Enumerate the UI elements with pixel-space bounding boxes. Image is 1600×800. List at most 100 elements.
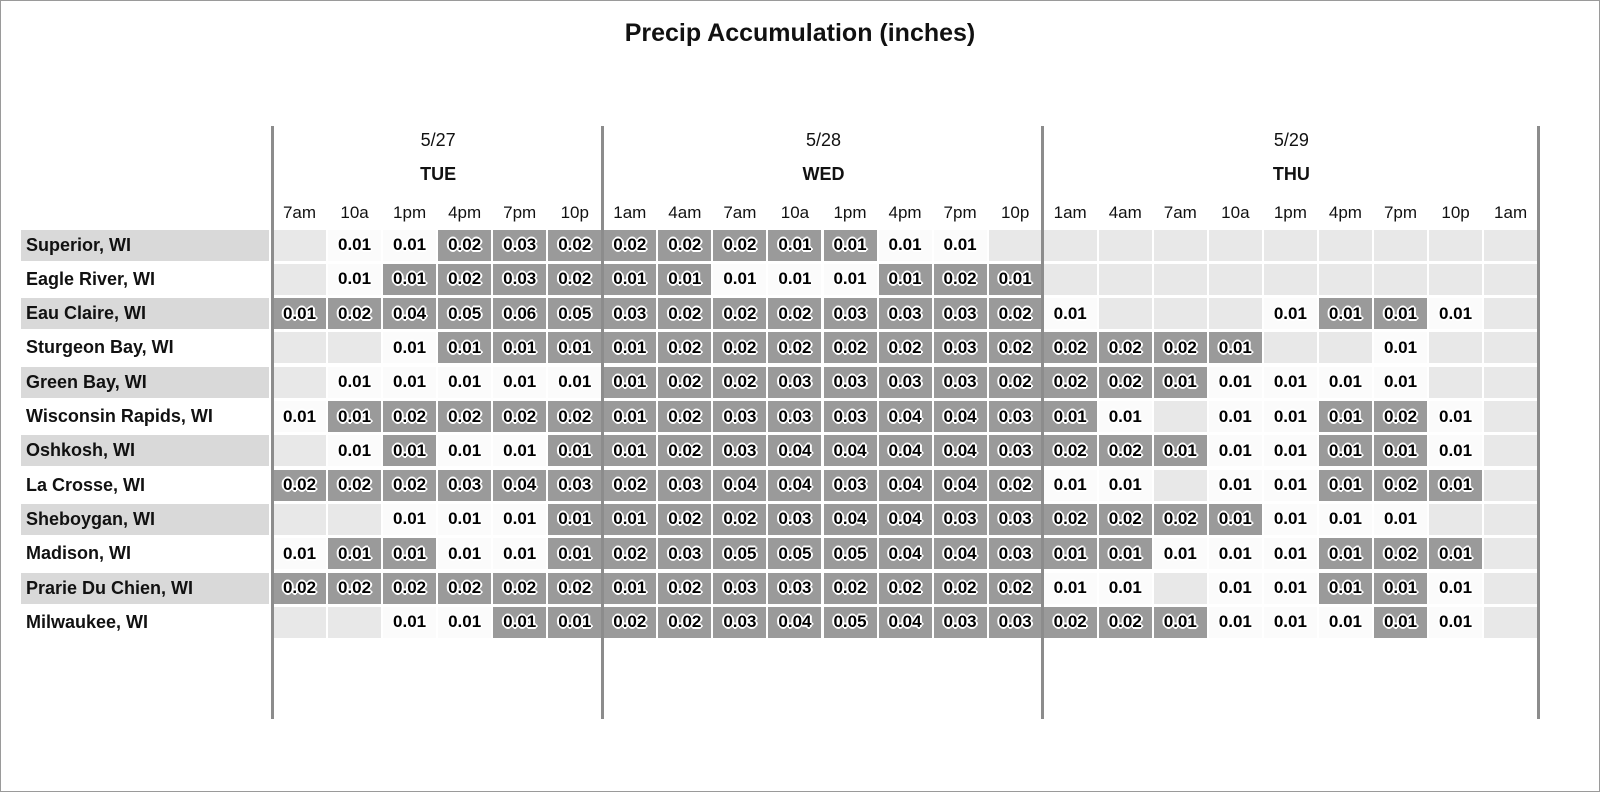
- precip-cell: 0.02: [658, 366, 712, 398]
- precip-cell: 0.01: [1263, 469, 1317, 501]
- precip-cell: [1484, 229, 1538, 261]
- precip-cell: 0.04: [933, 401, 987, 432]
- precip-cell: [1374, 263, 1427, 295]
- precip-cell: 0.01: [1043, 401, 1097, 432]
- precip-cell: 0.02: [1098, 435, 1152, 467]
- precip-cell: 0.01: [1318, 503, 1372, 535]
- precip-cell: 0.01: [1153, 606, 1207, 638]
- precip-cell: 0.02: [438, 401, 492, 432]
- precip-cell: 0.01: [328, 538, 382, 570]
- row-label: Eagle River, WI: [26, 268, 156, 289]
- hour-label: 10p: [1441, 203, 1470, 222]
- precip-cell: 0.01: [328, 401, 382, 432]
- precip-cell: [1429, 263, 1483, 295]
- precip-cell: 0.02: [1098, 332, 1152, 364]
- precip-cell: [1484, 606, 1538, 638]
- precip-cell: 0.05: [548, 298, 602, 330]
- precip-cell: 0.03: [933, 298, 987, 330]
- precip-cell: 0.03: [823, 469, 877, 501]
- precip-cell: 0.03: [988, 435, 1042, 467]
- precip-cell: 0.03: [768, 503, 822, 535]
- precip-cell: 0.01: [1153, 366, 1207, 398]
- hour-label: 4pm: [1328, 203, 1362, 222]
- precip-cell: 0.02: [658, 606, 712, 638]
- precip-cell: 0.01: [603, 263, 657, 295]
- precip-cell: 0.02: [658, 332, 712, 364]
- precip-cell: 0.01: [493, 606, 547, 638]
- hour-label: 10a: [1221, 203, 1250, 222]
- precip-cell: 0.02: [988, 469, 1042, 501]
- precip-cell: 0.01: [383, 366, 437, 398]
- precip-cell: [988, 229, 1042, 261]
- precip-cell: 0.01: [768, 263, 822, 295]
- precip-cell: [1318, 229, 1372, 261]
- precip-cell: 0.02: [933, 263, 987, 295]
- precip-cell: 0.02: [1374, 401, 1427, 432]
- precip-cell: 0.04: [878, 503, 932, 535]
- precip-cell: 0.02: [273, 572, 326, 604]
- precip-cell: 0.02: [713, 298, 767, 330]
- precip-cell: 0.01: [493, 538, 547, 570]
- precip-cell: 0.01: [1043, 538, 1097, 570]
- day-divider: [600, 126, 604, 719]
- precip-cell: [328, 606, 382, 638]
- precip-cell: [1098, 298, 1152, 330]
- precip-cell: 0.03: [768, 572, 822, 604]
- precip-cell: [1153, 401, 1207, 432]
- precip-cell: 0.02: [768, 298, 822, 330]
- precip-cell: 0.01: [713, 263, 767, 295]
- precip-cell: 0.02: [713, 332, 767, 364]
- precip-cell: 0.01: [273, 538, 326, 570]
- precip-cell: 0.04: [878, 435, 932, 467]
- precip-cell: 0.03: [933, 332, 987, 364]
- precip-cell: 0.01: [1208, 606, 1262, 638]
- precip-cell: 0.01: [548, 332, 602, 364]
- precip-cell: 0.02: [548, 401, 602, 432]
- precip-cell: 0.01: [1208, 503, 1262, 535]
- precip-cell: 0.02: [988, 366, 1042, 398]
- precip-cell: 0.01: [988, 263, 1042, 295]
- row-label: Eau Claire, WI: [26, 303, 147, 324]
- precip-cell: 0.02: [273, 469, 326, 501]
- precip-cell: 0.04: [768, 606, 822, 638]
- precip-cell: 0.02: [383, 401, 437, 432]
- hour-label: 1am: [1494, 203, 1528, 222]
- precip-cell: 0.01: [1208, 435, 1262, 467]
- precip-cell: 0.02: [603, 606, 657, 638]
- precip-cell: 0.01: [878, 263, 932, 295]
- precip-cell: 0.03: [603, 298, 657, 330]
- precip-cell: 0.05: [768, 538, 822, 570]
- date-label: 5/28: [805, 130, 842, 150]
- precip-cell: 0.01: [1153, 435, 1207, 467]
- precip-cell: 0.02: [328, 298, 382, 330]
- precip-cell: 0.03: [988, 606, 1042, 638]
- precip-cell: 0.01: [273, 401, 326, 432]
- precip-cell: 0.01: [1208, 572, 1262, 604]
- precip-cell: 0.02: [658, 435, 712, 467]
- precip-cell: 0.01: [933, 229, 987, 261]
- precip-cell: 0.01: [383, 435, 437, 467]
- precip-cell: 0.01: [1374, 298, 1427, 330]
- row-stripe: [21, 572, 269, 604]
- precip-cell: 0.02: [988, 332, 1042, 364]
- precip-cell: [1484, 435, 1538, 467]
- precip-cell: 0.02: [1098, 606, 1152, 638]
- precip-cell: 0.01: [1374, 572, 1427, 604]
- precip-cell: 0.02: [328, 469, 382, 501]
- precip-cell: [1043, 229, 1097, 261]
- precip-cell: 0.01: [493, 366, 547, 398]
- precip-cell: 0.02: [1153, 332, 1207, 364]
- precip-cell: 0.03: [438, 469, 492, 501]
- precip-cell: 0.01: [548, 606, 602, 638]
- precip-cell: 0.01: [328, 229, 382, 261]
- precip-cell: 0.04: [383, 298, 437, 330]
- precip-cell: 0.01: [1263, 401, 1317, 432]
- row-label: Madison, WI: [26, 543, 131, 564]
- precip-cell: [1263, 229, 1317, 261]
- precip-cell: 0.01: [1043, 572, 1097, 604]
- row-label: Prarie Du Chien, WI: [26, 577, 194, 598]
- precip-cell: [1263, 263, 1317, 295]
- hour-label: 10p: [1000, 203, 1030, 222]
- row-label: Wisconsin Rapids, WI: [26, 406, 213, 426]
- precip-cell: [1153, 572, 1207, 604]
